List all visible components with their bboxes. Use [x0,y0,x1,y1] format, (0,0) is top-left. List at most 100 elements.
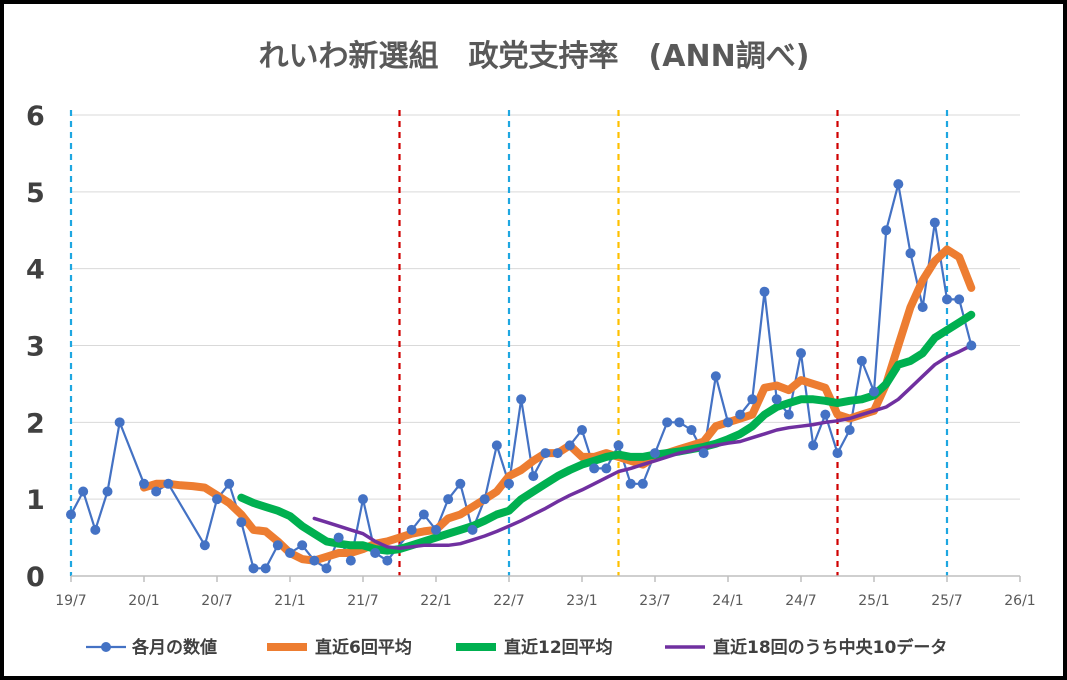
x-tick-label: 23/1 [566,593,597,609]
data-point [601,463,612,474]
y-tick-label: 6 [26,101,45,132]
data-point [905,248,916,259]
data-point [224,478,235,489]
data-point [540,448,551,459]
data-point [382,555,393,566]
data-point [577,425,587,436]
data-point [686,425,697,436]
chart-svg: れいわ新選組 政党支持率 (ANN調べ) 0 1 2 3 4 5 6 19/7 20/1 20/7… [26,39,1036,658]
data-point [236,517,247,528]
series-line-3 [312,343,974,551]
data-point [491,440,502,451]
data-point [528,471,539,482]
data-point [418,509,429,520]
data-point [358,494,368,505]
data-point [783,409,794,420]
x-tick-label: 24/7 [785,593,816,609]
data-point [698,448,709,459]
x-tick-label: 22/1 [420,593,451,609]
data-point [163,478,174,489]
data-point [309,555,320,566]
data-point [820,409,831,420]
axes: 0 1 2 3 4 5 6 19/7 20/1 20/7 21/1 21/7 22/1 22/7 23/1 2… [26,101,1036,609]
data-point [893,179,904,190]
data-point [552,448,563,459]
x-tick-label: 19/7 [55,593,86,609]
data-point [917,302,928,313]
data-point [966,340,977,351]
x-tick-label: 20/7 [201,593,232,609]
data-point [248,563,259,574]
x-tick-label: 21/1 [274,593,305,609]
chart-title: れいわ新選組 政党支持率 (ANN調べ) [259,39,810,74]
data-point [759,286,770,297]
data-point [516,394,527,405]
data-point [954,294,965,305]
data-point [345,555,356,566]
data-point [406,524,417,535]
data-point [856,355,867,366]
data-point [662,417,673,428]
data-point [285,547,295,558]
data-point [613,440,624,451]
data-point [637,478,648,489]
data-point [333,532,344,543]
data-point [589,463,600,474]
data-point [844,425,855,436]
x-tick-label: 25/1 [858,593,889,609]
data-point [625,478,636,489]
series-group [66,179,977,574]
data-point [710,371,721,382]
data-point [504,478,514,489]
data-point [832,448,843,459]
grid-lines [71,114,1020,500]
y-tick-label: 1 [26,485,45,516]
data-point [260,563,271,574]
legend-marker [101,642,111,652]
data-point [321,563,332,574]
legend-label: 各月の数値 [131,637,217,658]
data-point [370,547,381,558]
data-point [942,294,952,305]
series-line-0 [69,183,973,570]
data-point [479,494,490,505]
data-point [771,394,782,405]
data-point [114,417,125,428]
data-point [747,394,758,405]
data-point [272,540,283,551]
data-point [139,478,149,489]
data-point [212,494,222,505]
legend: 各月の数値 直近6回平均 直近12回平均 直近18回のうち中央10データ [86,637,947,658]
legend-label: 直近18回のうち中央10データ [713,637,947,658]
data-point [929,217,940,228]
data-point [735,409,746,420]
y-tick-label: 2 [26,408,45,439]
data-point [564,440,575,451]
y-tick-label: 0 [26,562,45,593]
x-tick-label: 24/1 [712,593,743,609]
x-tick-label: 21/7 [347,593,378,609]
data-point [151,486,162,497]
data-point [297,540,308,551]
data-point [431,524,441,535]
x-tick-label: 26/1 [1004,593,1035,609]
x-tick-label: 25/7 [931,593,962,609]
data-point [674,417,685,428]
data-point [650,448,660,459]
data-point [723,417,733,428]
data-point [199,540,210,551]
data-point [66,509,76,520]
y-tick-label: 3 [26,332,45,363]
data-point [102,486,113,497]
data-point [467,524,478,535]
data-point [443,494,454,505]
data-point [869,386,879,397]
x-tick-label: 22/7 [493,593,524,609]
series-line-2 [237,310,976,555]
data-point [881,225,892,236]
y-tick-label: 5 [26,178,45,209]
legend-label: 直近12回平均 [504,637,613,658]
data-point [796,348,806,359]
x-tick-label: 23/7 [639,593,670,609]
